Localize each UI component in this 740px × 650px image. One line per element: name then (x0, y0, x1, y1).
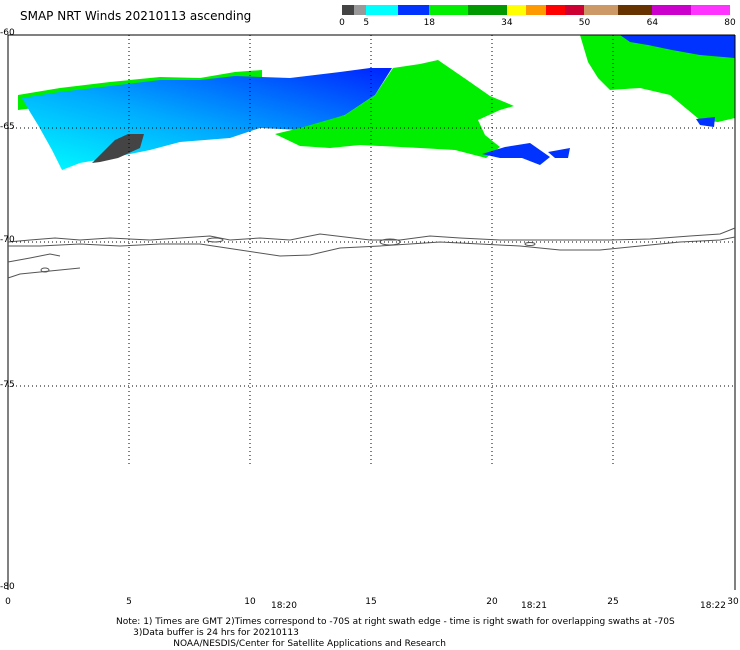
swath-dark-patch (92, 134, 144, 163)
wind-swath-right (580, 35, 735, 127)
plot-frame (7, 34, 736, 590)
legend-swatch (652, 5, 692, 15)
map-title: SMAP NRT Winds 20210113 ascending (20, 9, 252, 23)
footnote: Note: 1) Times are GMT 2)Times correspon… (116, 617, 675, 650)
legend-label: 18 (423, 18, 436, 28)
x-tick-15: 15 (365, 597, 377, 607)
right-green (580, 35, 735, 122)
x-tick-30: 30 (727, 597, 739, 607)
legend-swatch (468, 5, 507, 15)
legend-label: 5 (363, 18, 370, 28)
right-blue-bottom (696, 117, 715, 127)
time-label-1: 18:20 (271, 601, 297, 611)
legend-swatch (565, 5, 585, 15)
legend-swatch (342, 5, 355, 15)
wind-speed-legend: 0 5 18 34 50 64 80 (339, 5, 740, 29)
legend-label: 80 (724, 18, 736, 28)
legend-swatch (366, 5, 398, 15)
y-tick-75: -75 (0, 380, 15, 390)
legend-swatch (429, 5, 469, 15)
legend-label: 34 (501, 18, 513, 28)
x-tick-5: 5 (126, 597, 132, 607)
y-tick-80: -80 (0, 582, 15, 592)
footnote-line-1: Note: 1) Times are GMT 2)Times correspon… (116, 617, 675, 627)
legend-swatch (526, 5, 546, 15)
legend-swatch (584, 5, 619, 15)
legend-labels: 0 5 18 34 50 64 80 (339, 15, 740, 29)
right-blue (620, 35, 735, 58)
wind-swath-left (18, 68, 392, 170)
legend-label: 0 (339, 18, 345, 28)
time-label-2: 18:21 (521, 601, 547, 611)
center-blue-spot (482, 143, 550, 165)
x-tick-25: 25 (607, 597, 619, 607)
x-tick-10: 10 (244, 597, 256, 607)
center-green (275, 60, 514, 158)
x-tick-0: 0 (5, 597, 11, 607)
center-blue-spot-2 (548, 148, 570, 158)
legend-swatch (506, 5, 527, 15)
y-tick-60: -60 (0, 28, 15, 38)
wind-swath-center (275, 60, 570, 165)
antarctic-coastline (7, 227, 736, 279)
footnote-line-3: NOAA/NESDIS/Center for Satellite Applica… (116, 639, 446, 649)
legend-label: 50 (578, 18, 591, 28)
legend-swatch (618, 5, 653, 15)
y-tick-70: -70 (0, 235, 15, 245)
legend-swatch (691, 5, 730, 15)
legend-color-bar (342, 5, 740, 15)
x-tick-20: 20 (486, 597, 498, 607)
legend-swatch (545, 5, 566, 15)
time-label-3: 18:22 (700, 601, 726, 611)
legend-swatch (354, 5, 367, 15)
y-tick-65: -65 (0, 122, 15, 132)
legend-swatch (397, 5, 430, 15)
footnote-line-2: 3)Data buffer is 24 hrs for 20210113 (116, 628, 299, 638)
legend-label: 64 (646, 18, 659, 28)
